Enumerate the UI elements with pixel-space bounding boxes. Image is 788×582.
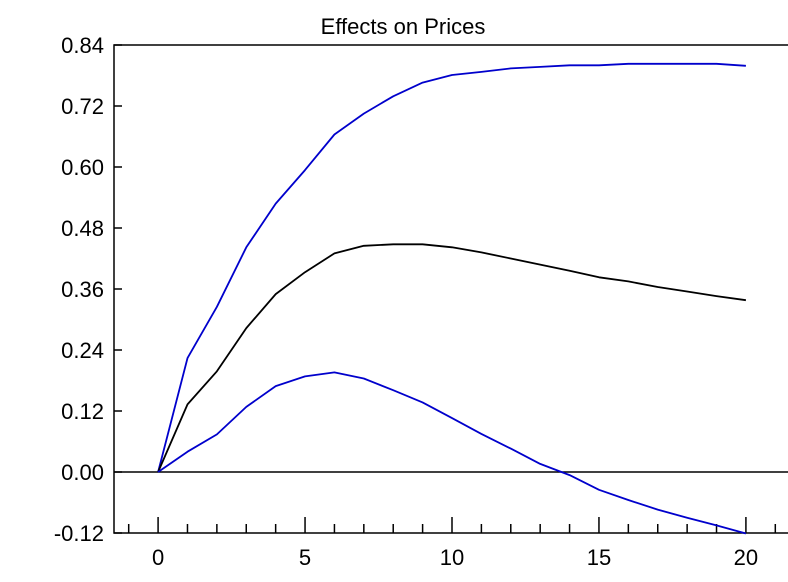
series-line-3: [157, 371, 747, 535]
x-tick-label: 10: [440, 545, 464, 570]
y-tick-label: 0.48: [61, 216, 104, 241]
chart-title: Effects on Prices: [321, 14, 486, 39]
series-line-1: [157, 62, 746, 473]
y-tick-label: 0.60: [61, 155, 104, 180]
x-tick-label: 0: [152, 545, 164, 570]
x-tick-label: 5: [299, 545, 311, 570]
y-tick-label: 0.72: [61, 94, 104, 119]
series-line-2: [157, 243, 747, 473]
y-tick-label: -0.12: [54, 521, 104, 546]
x-tick-label: 20: [734, 545, 758, 570]
plot-frame: [113, 44, 788, 534]
x-tick-label: 15: [587, 545, 611, 570]
y-tick-label: 0.24: [61, 338, 104, 363]
y-tick-label: 0.36: [61, 277, 104, 302]
y-tick-label: 0.84: [61, 33, 104, 58]
y-tick-label: 0.12: [61, 399, 104, 424]
y-tick-label: 0.00: [61, 460, 104, 485]
